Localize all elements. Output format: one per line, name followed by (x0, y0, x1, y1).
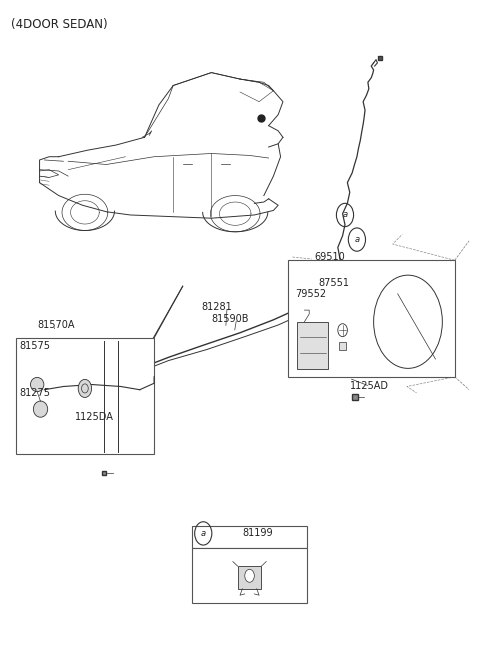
Text: 69510: 69510 (314, 252, 345, 262)
Text: a: a (201, 529, 206, 538)
Bar (288, 260, 455, 377)
Text: 87551: 87551 (319, 278, 350, 288)
Text: 1125AD: 1125AD (350, 382, 389, 391)
Text: 81575: 81575 (20, 341, 50, 351)
Circle shape (78, 380, 92, 398)
Text: 81275: 81275 (20, 388, 50, 398)
Ellipse shape (31, 378, 44, 392)
Bar (339, 342, 346, 350)
Text: 81281: 81281 (202, 302, 233, 312)
Text: (4DOOR SEDAN): (4DOOR SEDAN) (11, 18, 108, 31)
Text: a: a (342, 211, 348, 220)
Bar (297, 322, 328, 369)
Text: 79552: 79552 (295, 289, 326, 299)
Bar (192, 526, 307, 549)
Text: 81590B: 81590B (211, 313, 249, 324)
Bar (192, 549, 307, 603)
Bar (16, 338, 154, 454)
Bar (238, 566, 262, 589)
Text: a: a (354, 235, 360, 244)
Ellipse shape (34, 401, 48, 417)
Text: 1125DA: 1125DA (75, 412, 114, 422)
Text: 81199: 81199 (242, 528, 273, 538)
Text: 81570A: 81570A (37, 320, 75, 330)
Circle shape (245, 569, 254, 582)
